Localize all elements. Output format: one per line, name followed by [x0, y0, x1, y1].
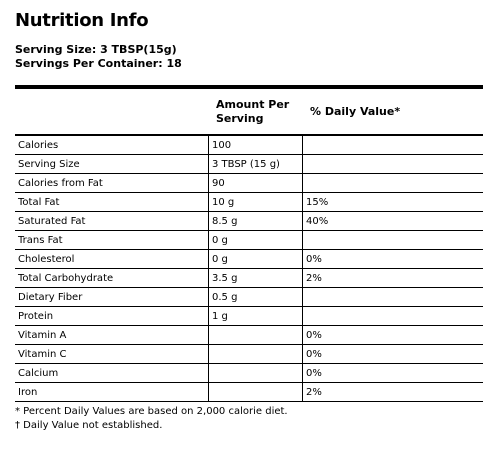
- nutrient-name: Total Fat: [18, 197, 60, 208]
- column-divider: [302, 269, 303, 287]
- table-row: Dietary Fiber 0.5 g: [15, 288, 483, 307]
- table-row: Trans Fat 0 g: [15, 231, 483, 250]
- column-divider: [208, 345, 209, 363]
- column-divider: [302, 307, 303, 325]
- nutrient-amount: 100: [212, 140, 232, 151]
- column-divider: [302, 212, 303, 230]
- table-row: Protein 1 g: [15, 307, 483, 326]
- nutrient-amount: 3.5 g: [212, 273, 238, 284]
- table-row: Calories 100: [15, 136, 483, 155]
- nutrient-name: Cholesterol: [18, 254, 75, 265]
- column-divider: [302, 288, 303, 306]
- column-divider: [208, 193, 209, 211]
- nutrient-name: Calories: [18, 140, 59, 151]
- nutrient-daily-value: 0%: [306, 368, 322, 379]
- nutrient-name: Vitamin C: [18, 349, 67, 360]
- column-divider: [208, 155, 209, 173]
- nutrient-name: Calories from Fat: [18, 178, 103, 189]
- header-amount-per-serving: Amount Per Serving: [216, 98, 290, 125]
- nutrient-name: Protein: [18, 311, 54, 322]
- column-divider: [302, 345, 303, 363]
- column-divider: [208, 288, 209, 306]
- column-divider: [302, 250, 303, 268]
- nutrient-amount: 0.5 g: [212, 292, 238, 303]
- table-row: Total Carbohydrate 3.5 g 2%: [15, 269, 483, 288]
- nutrient-name: Calcium: [18, 368, 59, 379]
- nutrient-daily-value: 2%: [306, 387, 322, 398]
- nutrient-amount: 10 g: [212, 197, 235, 208]
- header-divider: [15, 134, 483, 136]
- nutrient-daily-value: 2%: [306, 273, 322, 284]
- column-divider: [302, 231, 303, 249]
- table-row: Serving Size 3 TBSP (15 g): [15, 155, 483, 174]
- table-row: Calories from Fat 90: [15, 174, 483, 193]
- footnote-daily-values: * Percent Daily Values are based on 2,00…: [15, 406, 288, 417]
- page-title: Nutrition Info: [15, 10, 149, 31]
- column-divider: [208, 326, 209, 344]
- column-divider: [208, 269, 209, 287]
- nutrient-amount: 90: [212, 178, 225, 189]
- column-divider: [208, 136, 209, 154]
- header-daily-value: % Daily Value*: [310, 105, 401, 118]
- table-row: Calcium 0%: [15, 364, 483, 383]
- table-row: Iron 2%: [15, 383, 483, 402]
- nutrient-amount: 8.5 g: [212, 216, 238, 227]
- column-divider: [302, 155, 303, 173]
- table-row: Cholesterol 0 g 0%: [15, 250, 483, 269]
- column-divider: [302, 383, 303, 401]
- column-divider: [302, 136, 303, 154]
- column-divider: [208, 307, 209, 325]
- nutrient-amount: 0 g: [212, 235, 228, 246]
- table-header: Amount Per Serving % Daily Value*: [15, 89, 483, 132]
- nutrient-name: Vitamin A: [18, 330, 67, 341]
- nutrient-name: Total Carbohydrate: [18, 273, 114, 284]
- top-divider: [15, 85, 483, 89]
- table-row: Vitamin C 0%: [15, 345, 483, 364]
- table-row: Vitamin A 0%: [15, 326, 483, 345]
- nutrient-amount: 3 TBSP (15 g): [212, 159, 280, 170]
- column-divider: [208, 250, 209, 268]
- nutrient-daily-value: 0%: [306, 330, 322, 341]
- table-row: Saturated Fat 8.5 g 40%: [15, 212, 483, 231]
- column-divider: [208, 212, 209, 230]
- nutrient-daily-value: 0%: [306, 349, 322, 360]
- column-divider: [302, 326, 303, 344]
- footnote-not-established: † Daily Value not established.: [15, 420, 163, 431]
- column-divider: [208, 174, 209, 192]
- column-divider: [208, 364, 209, 382]
- nutrient-amount: 0 g: [212, 254, 228, 265]
- column-divider: [302, 364, 303, 382]
- nutrient-amount: 1 g: [212, 311, 228, 322]
- nutrient-daily-value: 15%: [306, 197, 329, 208]
- column-divider: [208, 231, 209, 249]
- servings-per-container-line: Servings Per Container: 18: [15, 57, 182, 70]
- nutrient-name: Serving Size: [18, 159, 80, 170]
- nutrient-daily-value: 0%: [306, 254, 322, 265]
- nutrient-name: Iron: [18, 387, 38, 398]
- serving-size-line: Serving Size: 3 TBSP(15g): [15, 43, 177, 56]
- nutrient-name: Saturated Fat: [18, 216, 86, 227]
- column-divider: [302, 174, 303, 192]
- nutrition-table: Calories 100 Serving Size 3 TBSP (15 g) Calo…: [15, 136, 483, 402]
- nutrient-name: Trans Fat: [18, 235, 63, 246]
- nutrient-daily-value: 40%: [306, 216, 329, 227]
- column-divider: [208, 383, 209, 401]
- nutrient-name: Dietary Fiber: [18, 292, 83, 303]
- column-divider: [302, 193, 303, 211]
- table-row: Total Fat 10 g 15%: [15, 193, 483, 212]
